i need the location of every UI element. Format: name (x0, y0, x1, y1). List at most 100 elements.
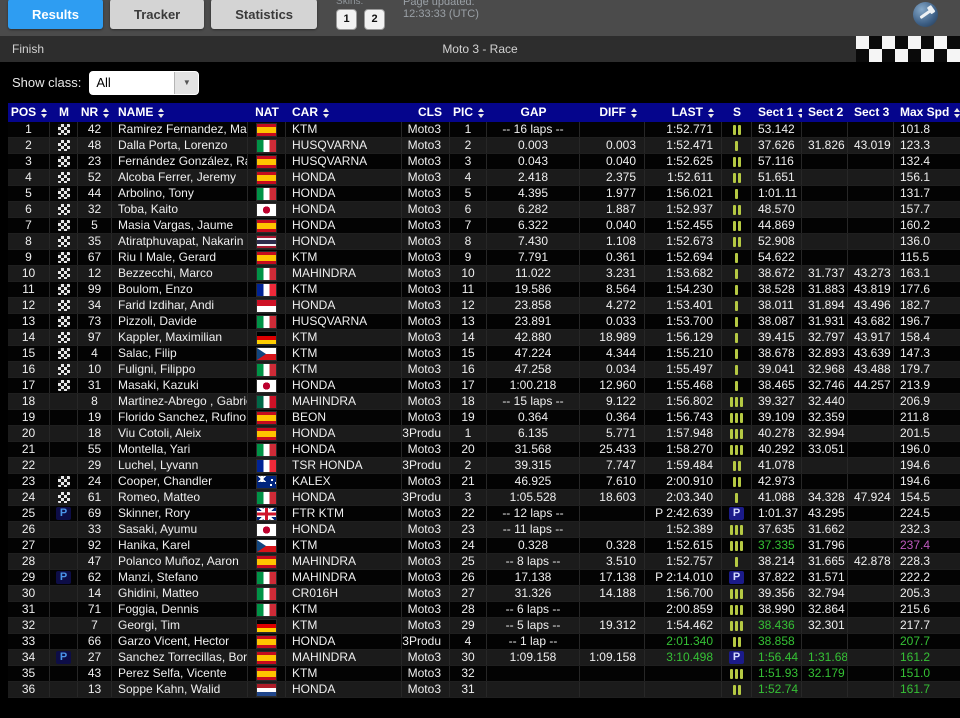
col-header-label: Max Spd (900, 105, 950, 119)
cell-sect3 (848, 442, 894, 457)
class-select[interactable]: All ▼ (89, 70, 200, 95)
cell-class: Moto3 (402, 394, 450, 409)
cell-class: Moto3 (402, 170, 450, 185)
sector-bars-icon (735, 300, 738, 311)
table-row: 5 44 Arbolino, Tony HONDA Moto3 5 4.395 1.977 1:… (8, 186, 960, 202)
col-header-diff[interactable]: DIFF (580, 103, 645, 122)
cell-max-speed: 224.5 (900, 506, 931, 520)
col-header-pos[interactable]: POS (8, 103, 50, 122)
cell-gap: -- 1 lap -- (487, 634, 580, 649)
cell-nationality (248, 522, 286, 537)
sort-arrows-icon[interactable] (954, 107, 960, 118)
col-header-s3[interactable]: Sect 3 (848, 103, 894, 122)
sort-arrows-icon[interactable] (478, 107, 484, 118)
sector-bars-icon (735, 268, 738, 279)
chevron-down-icon[interactable]: ▼ (174, 71, 199, 94)
cell-rider-name: Skinner, Rory (112, 506, 248, 521)
cell-sect2 (802, 170, 848, 185)
cell-number: 23 (78, 154, 112, 169)
cell-number: 14 (78, 586, 112, 601)
cell-pos: 1 (8, 122, 50, 137)
tab-tracker[interactable]: Tracker (109, 0, 205, 29)
cell-sect2 (802, 202, 848, 217)
cell-marker (50, 362, 78, 377)
cell-sect3: 42.878 (848, 554, 894, 569)
cell-diff: 0.034 (580, 362, 645, 377)
col-header-last[interactable]: LAST (645, 103, 722, 122)
cell-diff: 1.977 (580, 186, 645, 201)
col-header-s2[interactable]: Sect 2 (802, 103, 848, 122)
cell-sect2: 31.571 (802, 570, 848, 585)
cell-sect2 (802, 186, 848, 201)
cell-pic: 1 (450, 122, 487, 137)
sector-bars-icon (735, 140, 738, 151)
col-header-spd[interactable]: Max Spd (894, 103, 960, 122)
cell-class: Moto3 (402, 282, 450, 297)
col-header-nat: NAT (248, 103, 286, 122)
cell-sect3 (848, 186, 894, 201)
cell-sector-indicator (722, 554, 752, 569)
cell-max-speed: 205.3 (900, 586, 931, 600)
cell-rider-name: Riu I Male, Gerard (112, 250, 248, 265)
sort-arrows-icon[interactable] (798, 107, 802, 118)
cell-diff (580, 522, 645, 537)
cell-last-lap: 1:52.757 (645, 554, 722, 569)
session-title: Moto 3 - Race (442, 42, 518, 56)
cell-class: Moto3 (402, 234, 450, 249)
col-header-label: NAT (255, 105, 279, 119)
finished-checkered-icon (57, 236, 70, 247)
cell-number: 7 (78, 618, 112, 633)
table-row: 30 14 Ghidini, Matteo CR016H Moto3 27 31.326 14… (8, 586, 960, 602)
table-row: 10 12 Bezzecchi, Marco MAHINDRA Moto3 10 11.02… (8, 266, 960, 282)
col-header-nr[interactable]: NR (78, 103, 112, 122)
cell-nationality (248, 346, 286, 361)
col-header-pic[interactable]: PIC (450, 103, 487, 122)
cell-max-speed: 101.8 (900, 122, 931, 136)
cell-sector-indicator (722, 170, 752, 185)
cell-number: 71 (78, 602, 112, 617)
cell-pic: 27 (450, 586, 487, 601)
sort-arrows-icon[interactable] (708, 107, 714, 118)
cell-nationality (248, 682, 286, 697)
cell-diff: 4.272 (580, 298, 645, 313)
sort-arrows-icon[interactable] (631, 107, 637, 118)
skin-button-2[interactable]: 2 (364, 9, 386, 30)
cell-class: Moto3 (402, 602, 450, 617)
cell-marker (50, 138, 78, 153)
cell-class: Moto3 (402, 218, 450, 233)
cell-sector-indicator (722, 682, 752, 697)
cell-sect2: 32.359 (802, 410, 848, 425)
sector-bars-icon (735, 364, 738, 375)
sort-arrows-icon[interactable] (158, 107, 165, 118)
tab-results[interactable]: Results (8, 0, 103, 29)
sector-bars-icon (735, 252, 738, 263)
table-row: 15 4 Salac, Filip KTM Moto3 15 47.224 4.344 1:55… (8, 346, 960, 362)
cell-sect2: 32.179 (802, 666, 848, 681)
cell-sect1: 44.869 (752, 218, 802, 233)
sector-bars-icon (735, 492, 738, 503)
settings-globe-icon[interactable] (913, 2, 938, 27)
col-header-s1[interactable]: Sect 1 (752, 103, 802, 122)
col-header-name[interactable]: NAME (112, 103, 248, 122)
table-row: 12 34 Farid Izdihar, Andi HONDA Moto3 12 23.85… (8, 298, 960, 314)
table-row: 19 19 Florido Sanchez, Rufino BEON Moto3 19 0.… (8, 410, 960, 426)
tab-statistics[interactable]: Statistics (211, 0, 318, 29)
sort-arrows-icon[interactable] (41, 107, 48, 118)
finished-checkered-icon (57, 252, 70, 263)
cell-car: MAHINDRA (286, 394, 402, 409)
sort-arrows-icon[interactable] (103, 107, 110, 118)
pit-badge: P (728, 507, 745, 520)
cell-nationality (248, 410, 286, 425)
cell-max-speed: 206.9 (900, 394, 931, 408)
sort-arrows-icon[interactable] (323, 107, 329, 118)
cell-car: HONDA (286, 298, 402, 313)
col-header-car[interactable]: CAR (286, 103, 402, 122)
cell-class: Moto3 (402, 522, 450, 537)
skin-button-1[interactable]: 1 (336, 9, 358, 30)
flag-ita-icon (257, 363, 276, 376)
cell-sect3 (848, 650, 894, 665)
cell-diff (580, 602, 645, 617)
cell-last-lap: 2:00.859 (645, 602, 722, 617)
sector-bars-icon (735, 380, 738, 391)
